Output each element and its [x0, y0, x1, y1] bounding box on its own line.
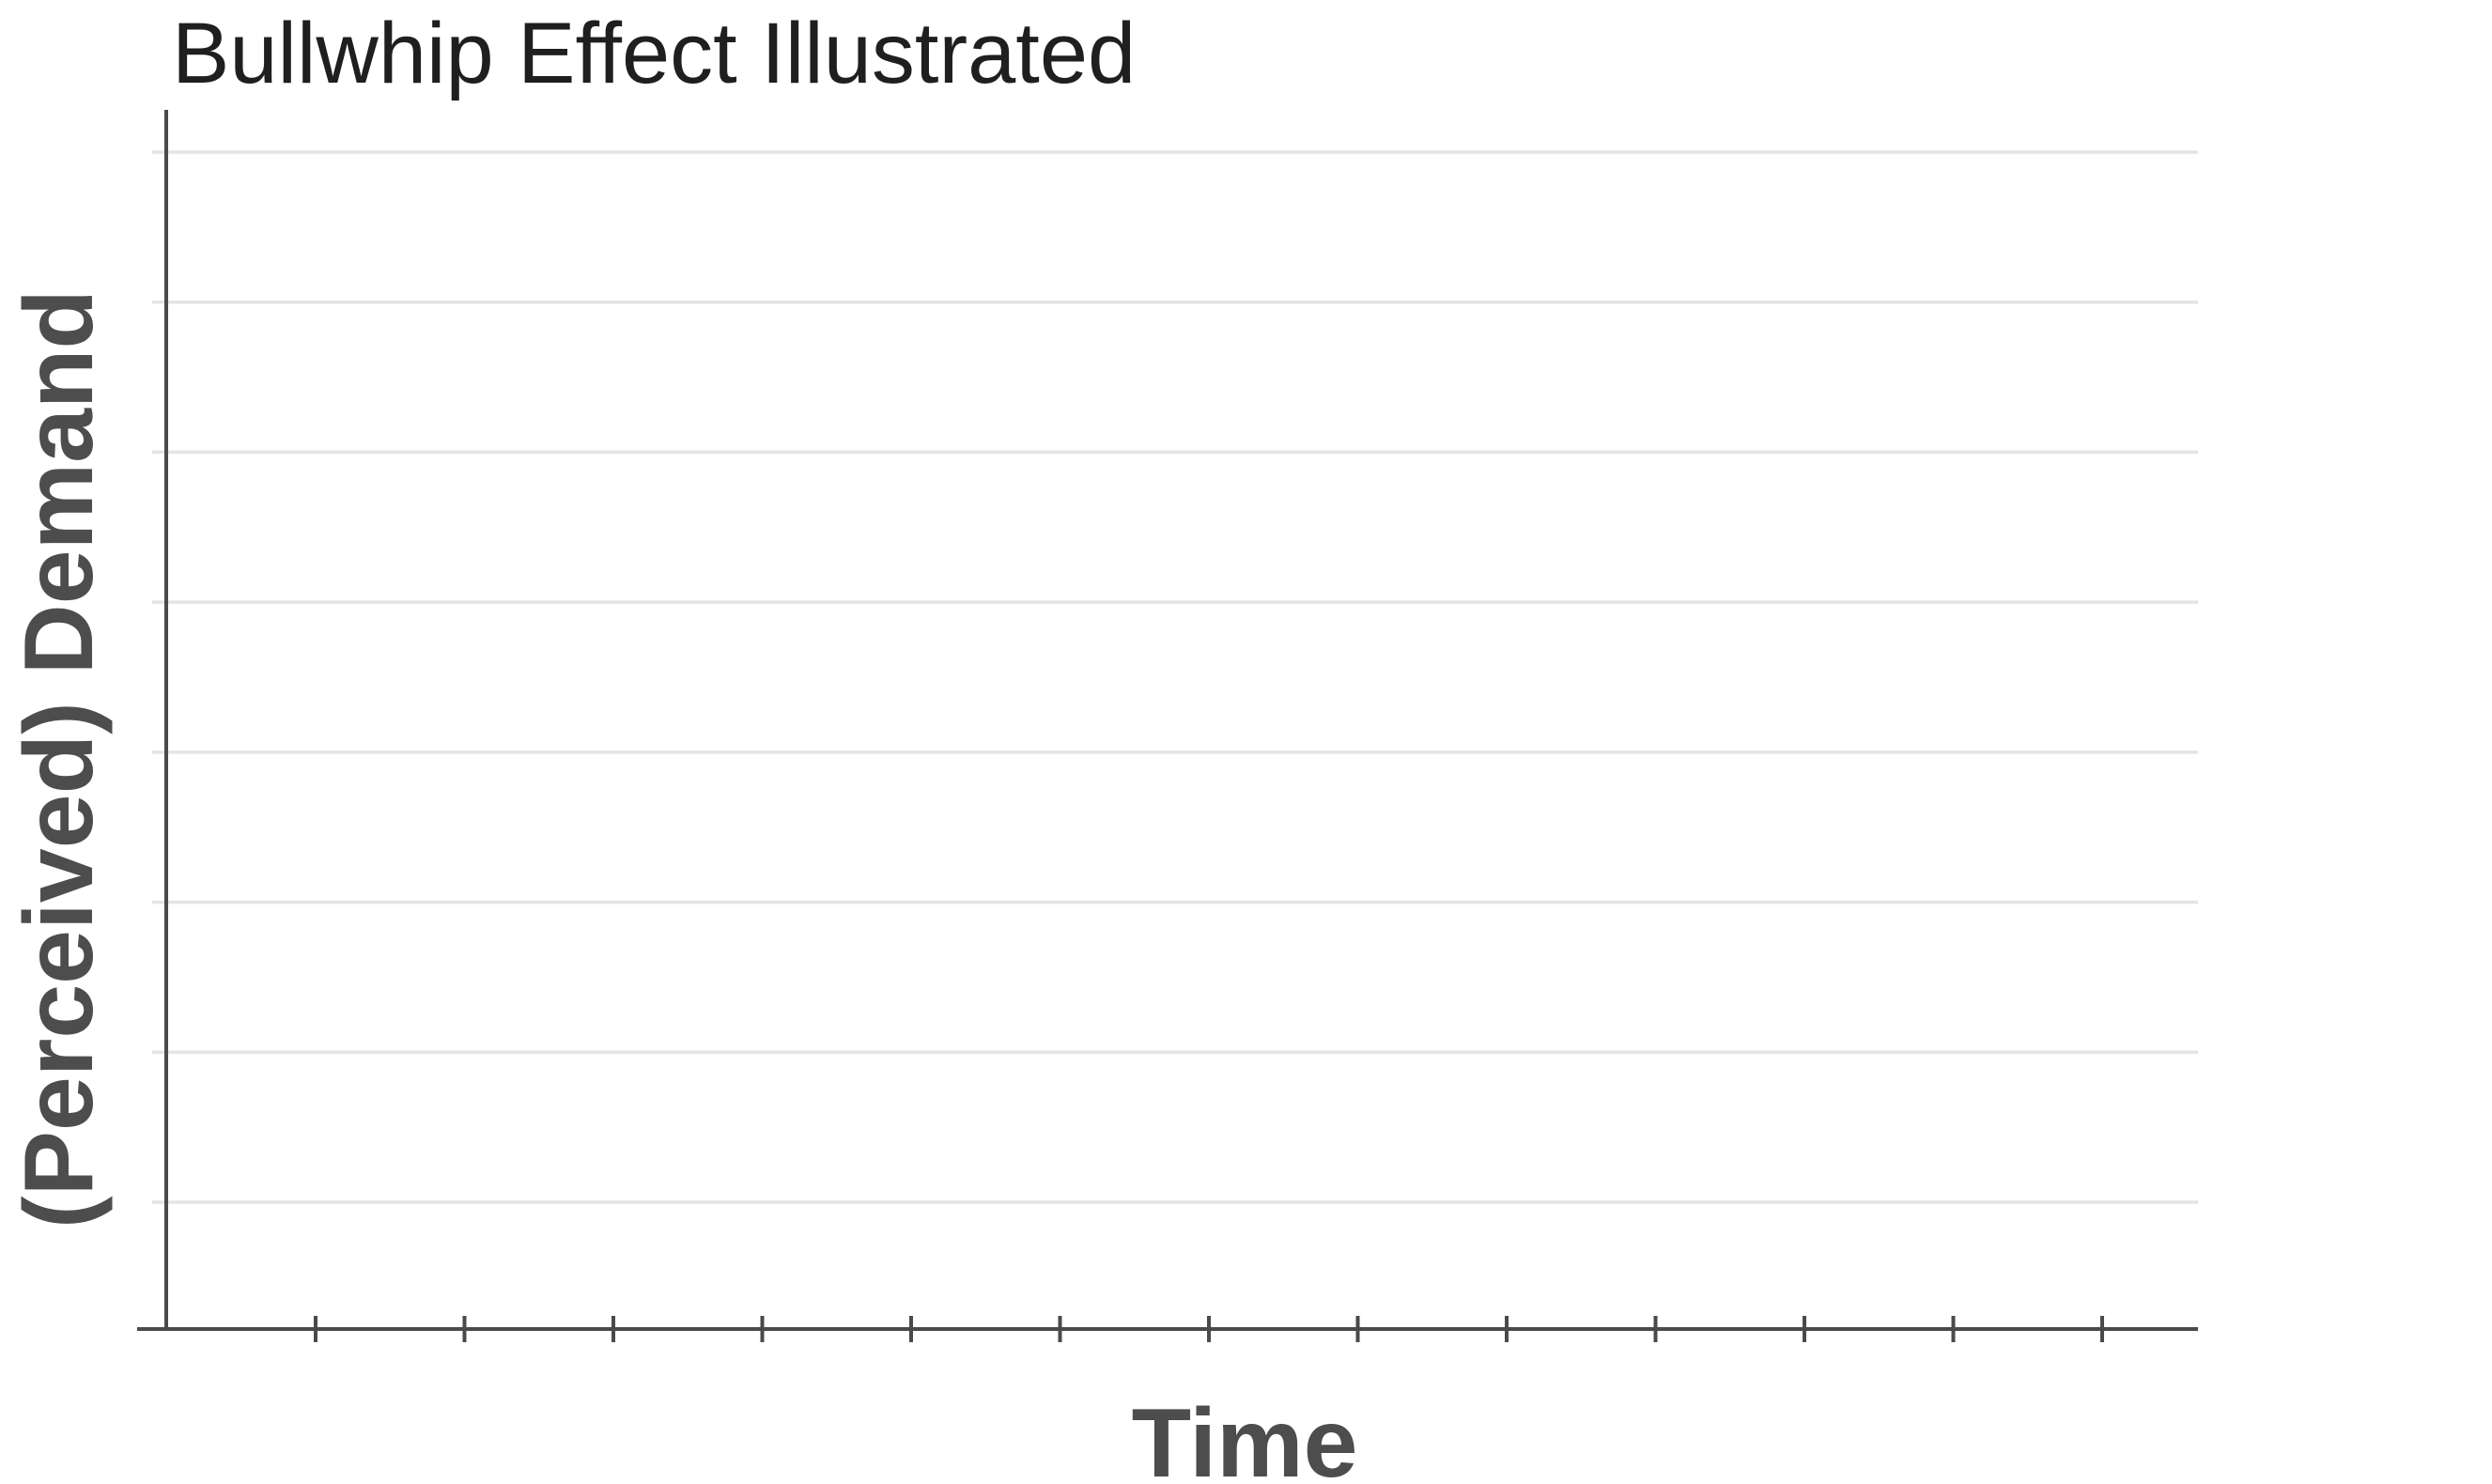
x-axis-label: Time	[1132, 1389, 1358, 1484]
y-gridlines	[152, 150, 2198, 1204]
x-axis-ticks	[314, 1316, 2104, 1342]
chart-title: Bullwhip Effect Illustrated	[172, 6, 1136, 101]
y-axis-label: (Perceived) Demand	[5, 289, 114, 1229]
